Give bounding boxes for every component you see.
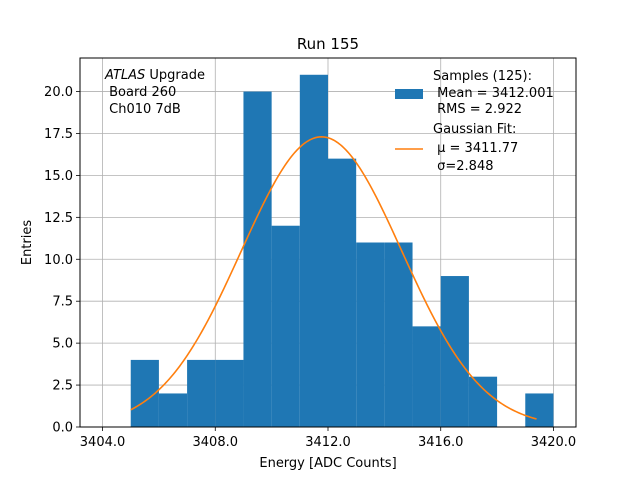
y-tick-label: 10.0 <box>44 253 73 268</box>
atlas-annotation: ATLAS Upgrade Board 260 Ch010 7dB <box>104 68 205 117</box>
histogram-bar <box>440 276 469 427</box>
y-tick-label: 20.0 <box>44 85 73 100</box>
x-tick-label: 3416.0 <box>418 435 464 450</box>
legend-swatch-samples <box>395 89 423 99</box>
histogram-bar <box>328 158 357 428</box>
histogram-bar <box>525 393 554 427</box>
y-axis-label: Entries <box>20 220 35 266</box>
annotation-line-3: Ch010 7dB <box>105 102 181 117</box>
histogram-bar <box>412 326 441 427</box>
y-tick-label: 17.5 <box>44 127 73 142</box>
legend: Samples (125): Mean = 3412.001 RMS = 2.9… <box>395 69 554 174</box>
x-axis-label: Energy [ADC Counts] <box>259 456 396 471</box>
annotation-atlas: ATLAS <box>104 68 145 83</box>
histogram-bar <box>299 74 328 427</box>
bars-layer <box>130 74 554 428</box>
x-tick-label: 3404.0 <box>80 435 126 450</box>
chart-title: Run 155 <box>297 35 359 53</box>
legend-fit-title: Gaussian Fit: <box>433 122 516 137</box>
y-tick-label: 5.0 <box>52 337 73 352</box>
histogram-bar <box>243 91 272 427</box>
histogram-bar <box>384 242 413 427</box>
histogram-bar <box>356 242 385 427</box>
annotation-upgrade: Upgrade <box>145 68 205 83</box>
gaussian-fit-curve <box>130 136 537 420</box>
y-tick-label: 0.0 <box>52 421 73 436</box>
histogram-bar <box>271 225 300 427</box>
legend-samples-rms: RMS = 2.922 <box>433 102 522 117</box>
ticks-layer: 3404.0 3408.0 3412.0 3416.0 3420.0 0.0 2.5 5.0 7… <box>44 85 576 450</box>
legend-samples-title: Samples (125): <box>433 69 532 84</box>
histogram-bar <box>158 393 188 427</box>
x-tick-label: 3408.0 <box>193 435 239 450</box>
legend-fit-mu: μ = 3411.77 <box>433 141 518 156</box>
histogram-bar <box>468 376 498 427</box>
x-tick-label: 3420.0 <box>531 435 577 450</box>
y-tick-label: 12.5 <box>44 211 73 226</box>
legend-samples-mean: Mean = 3412.001 <box>433 86 554 101</box>
histogram-bar <box>187 359 216 427</box>
histogram-bar <box>215 359 244 427</box>
y-tick-label: 15.0 <box>44 169 73 184</box>
annotation-line-2: Board 260 <box>105 85 176 100</box>
x-tick-label: 3412.0 <box>305 435 351 450</box>
fit-layer <box>130 136 537 420</box>
legend-fit-sigma: σ=2.848 <box>433 159 493 174</box>
y-tick-label: 7.5 <box>52 295 73 310</box>
y-tick-label: 2.5 <box>52 379 73 394</box>
annotation-line-1: ATLAS Upgrade <box>104 68 205 83</box>
